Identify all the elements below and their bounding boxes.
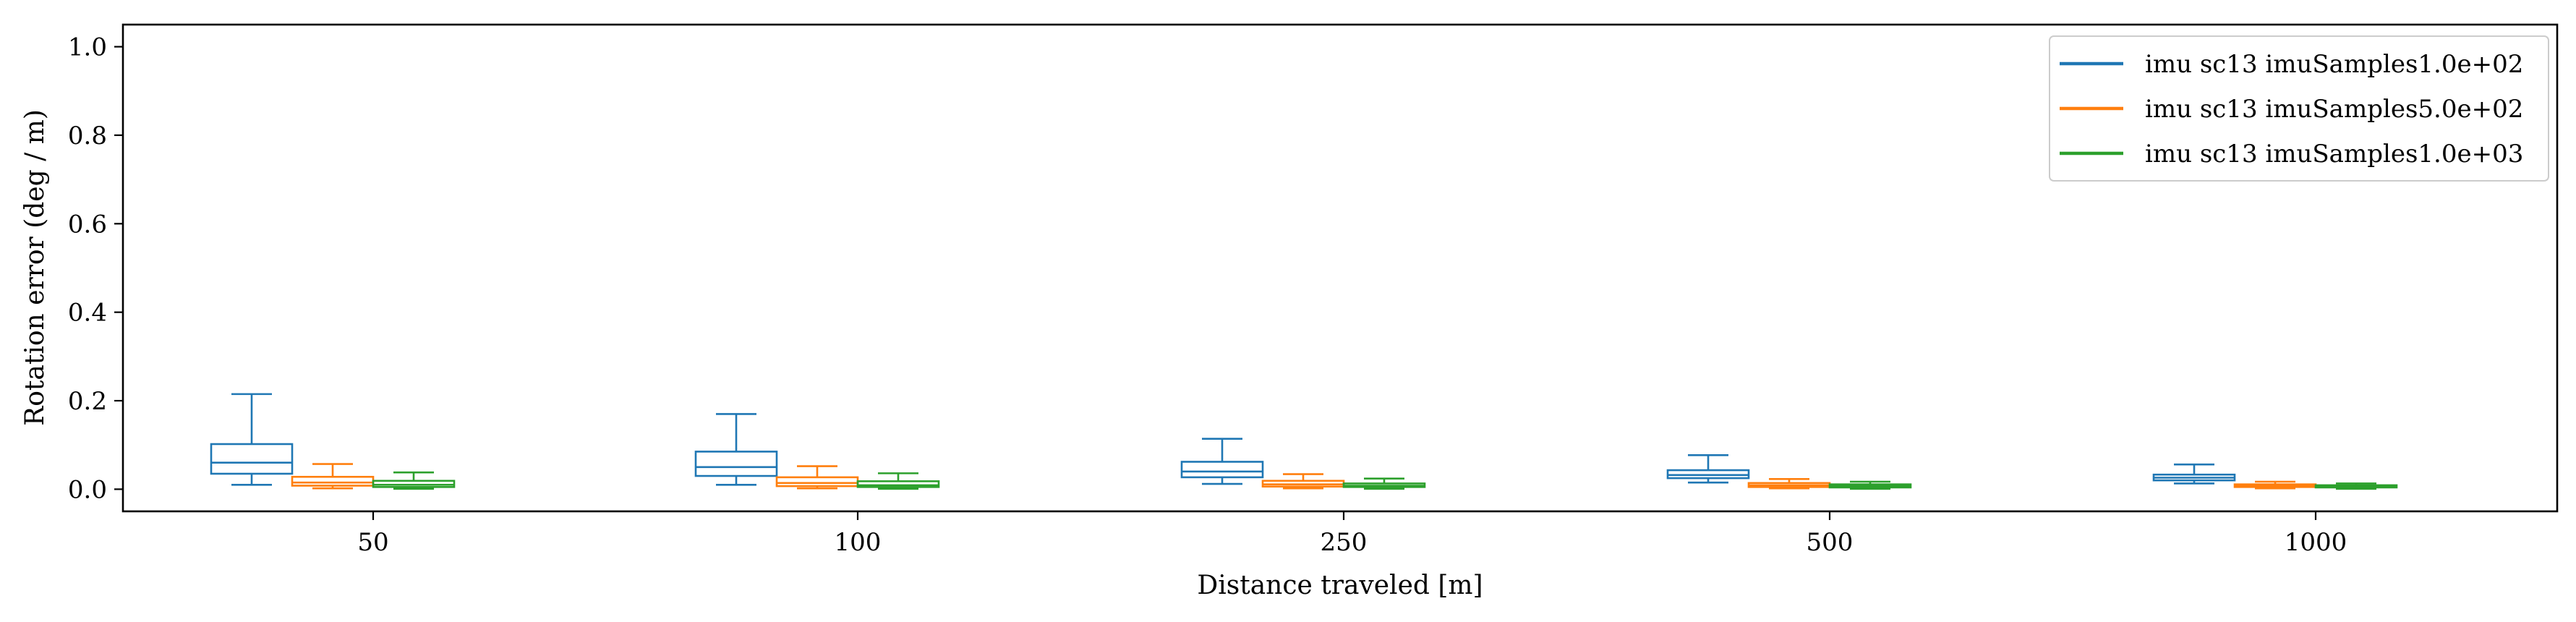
box-250 (1261, 473, 1345, 490)
x-axis: 50 100 250 500 1000 (357, 511, 2347, 557)
legend-item-1: imu sc13 imuSamples1.0e+02 (2060, 50, 2523, 79)
box-500 (1828, 480, 1912, 490)
box-500 (1666, 453, 1750, 484)
x-tick-label: 500 (1807, 528, 1854, 557)
box-250 (1180, 438, 1264, 485)
legend-item-2: imu sc13 imuSamples5.0e+02 (2060, 95, 2523, 124)
y-tick-label: 0.4 (68, 299, 107, 328)
box-body (694, 451, 778, 477)
series-1 (210, 393, 2236, 486)
y-tick-label: 0.0 (68, 475, 107, 504)
y-axis: 0.0 0.2 0.4 0.6 0.8 1.0 (68, 33, 123, 504)
legend-label: imu sc13 imuSamples5.0e+02 (2145, 95, 2523, 124)
box-100 (694, 413, 778, 486)
legend-item-3: imu sc13 imuSamples1.0e+03 (2060, 140, 2523, 169)
box-500 (1747, 478, 1831, 490)
legend-label: imu sc13 imuSamples1.0e+02 (2145, 50, 2523, 79)
legend-label: imu sc13 imuSamples1.0e+03 (2145, 140, 2523, 169)
box-body (291, 475, 375, 487)
box-100 (775, 465, 859, 490)
box-250 (1342, 477, 1426, 490)
box-body (210, 443, 294, 475)
legend: imu sc13 imuSamples1.0e+02 imu sc13 imuSa… (2049, 35, 2549, 182)
y-tick-label: 1.0 (68, 33, 107, 62)
box-body (1180, 461, 1264, 479)
box-1000 (2152, 463, 2236, 485)
box-1000 (2233, 480, 2317, 490)
series-2 (291, 463, 2317, 490)
legend-frame (2049, 35, 2549, 182)
x-axis-label: Distance traveled [m] (1197, 571, 1483, 600)
x-tick-label: 100 (835, 528, 882, 557)
y-tick-label: 0.8 (68, 122, 107, 150)
box-50 (291, 463, 375, 490)
y-axis-label: Rotation error (deg / m) (20, 109, 50, 426)
x-tick-label: 1000 (2285, 528, 2347, 557)
y-tick-label: 0.6 (68, 210, 107, 239)
box-body (775, 476, 859, 487)
x-tick-label: 50 (357, 528, 388, 557)
series-3 (372, 471, 2398, 490)
y-tick-label: 0.2 (68, 387, 107, 416)
plot-area (121, 23, 2559, 513)
box-50 (210, 393, 294, 486)
box-50 (372, 471, 456, 490)
x-tick-label: 250 (1321, 528, 1368, 557)
box-100 (856, 472, 940, 490)
box-1000 (2314, 482, 2398, 490)
box-series (210, 393, 2398, 490)
